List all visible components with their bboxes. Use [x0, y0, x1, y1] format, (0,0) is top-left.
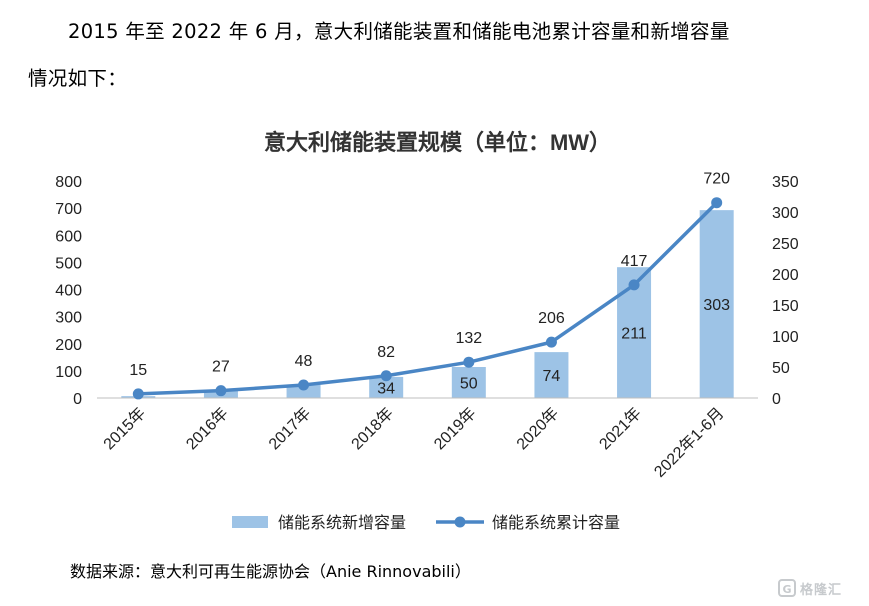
watermark-mark: G — [778, 579, 796, 597]
y-left-tick-label: 800 — [55, 174, 82, 191]
line-data-label: 417 — [621, 253, 648, 270]
bar-new-capacity — [369, 376, 404, 398]
y-left-tick-label: 0 — [73, 391, 82, 408]
legend-line-marker — [454, 516, 466, 528]
data-source-note: 数据来源：意大利可再生能源协会（Anie Rinnovabili） — [70, 562, 471, 581]
y-left-tick-label: 600 — [55, 228, 82, 245]
bar-data-label: 74 — [543, 368, 561, 385]
x-category-label: 2018年 — [348, 404, 397, 453]
line-data-label: 720 — [703, 171, 730, 188]
legend-bar-swatch — [232, 516, 268, 528]
x-category-label: 2021年 — [596, 404, 645, 453]
y-right-tick-label: 0 — [772, 391, 781, 408]
x-category-label: 2022年1-6月 — [651, 404, 728, 481]
line-data-label: 132 — [455, 330, 482, 347]
line-point-cumulative — [215, 385, 227, 397]
intro-line-2: 情况如下： — [28, 67, 128, 90]
line-point-cumulative — [298, 379, 310, 391]
legend-line-label: 储能系统累计容量 — [492, 514, 620, 532]
line-point-cumulative — [463, 356, 475, 368]
y-right-tick-label: 350 — [772, 174, 799, 191]
line-point-cumulative — [628, 279, 640, 291]
x-category-label: 2015年 — [100, 404, 149, 453]
intro-line-1: 2015 年至 2022 年 6 月，意大利储能装置和储能电池累计容量和新增容量 — [68, 20, 730, 43]
y-left-tick-label: 100 — [55, 364, 82, 381]
y-left-tick-label: 500 — [55, 255, 82, 272]
legend-bar-label: 储能系统新增容量 — [278, 514, 406, 532]
y-right-tick-label: 300 — [772, 205, 799, 222]
line-data-label: 206 — [538, 310, 565, 327]
x-category-label: 2017年 — [265, 404, 314, 453]
watermark-text: 格隆汇 — [800, 582, 843, 598]
line-data-label: 27 — [212, 359, 230, 376]
line-data-label: 15 — [129, 362, 147, 379]
y-right-tick-label: 50 — [772, 360, 790, 377]
bar-new-capacity — [534, 352, 569, 398]
chart-title: 意大利储能装置规模（单位：MW） — [264, 130, 611, 155]
y-left-tick-label: 700 — [55, 201, 82, 218]
y-left-tick-label: 200 — [55, 337, 82, 354]
x-category-label: 2016年 — [183, 404, 232, 453]
y-left-tick-label: 300 — [55, 310, 82, 327]
bar-new-capacity — [451, 367, 486, 398]
bar-data-label: 211 — [621, 326, 647, 343]
line-point-cumulative — [380, 370, 392, 382]
line-point-cumulative — [545, 336, 557, 348]
bar-data-label: 303 — [703, 297, 730, 314]
watermark-logo: G 格隆汇 — [778, 576, 858, 600]
intro-paragraph: 2015 年至 2022 年 6 月，意大利储能装置和储能电池累计容量和新增容量… — [28, 8, 858, 102]
y-right-tick-label: 200 — [772, 267, 799, 284]
line-data-label: 82 — [377, 344, 395, 361]
bar-data-label: 34 — [377, 380, 395, 397]
y-right-tick-label: 150 — [772, 298, 799, 315]
line-point-cumulative — [132, 388, 144, 400]
y-left-tick-label: 400 — [55, 283, 82, 300]
y-right-tick-label: 250 — [772, 236, 799, 253]
bar-new-capacity — [286, 384, 321, 398]
bar-new-capacity — [699, 210, 734, 398]
x-category-label: 2020年 — [513, 404, 562, 453]
line-point-cumulative — [711, 197, 723, 209]
bar-data-label: 50 — [460, 376, 478, 393]
line-data-label: 48 — [295, 353, 313, 370]
y-right-tick-label: 100 — [772, 329, 799, 346]
x-category-label: 2019年 — [430, 404, 479, 453]
line-cumulative-capacity — [138, 201, 718, 396]
